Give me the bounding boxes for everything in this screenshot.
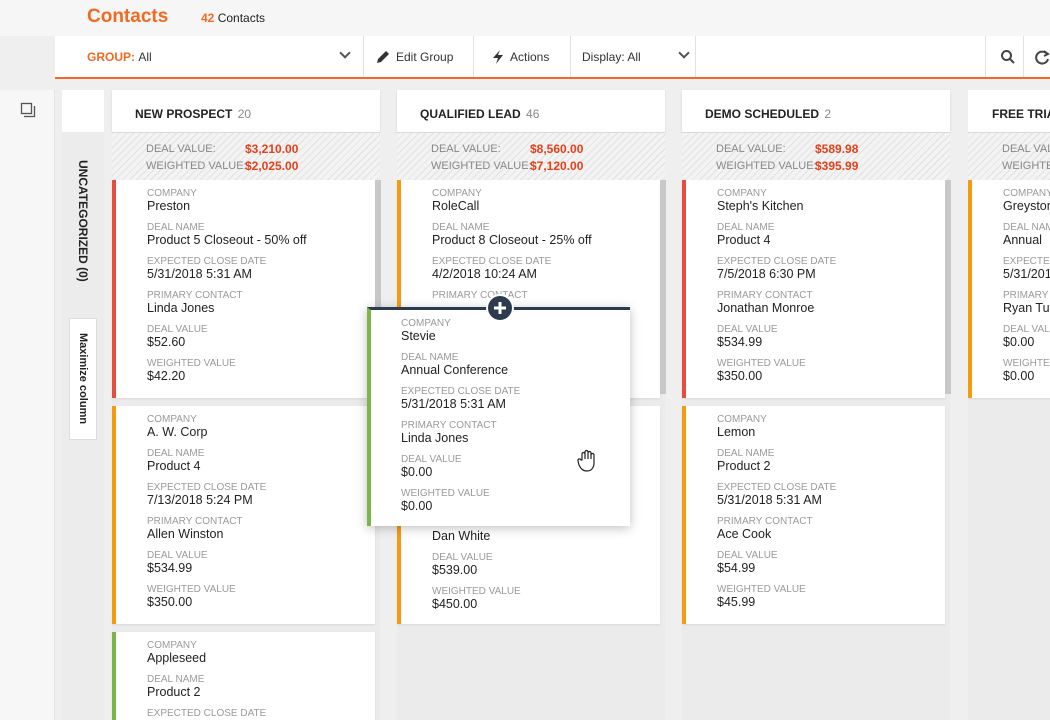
actions-button[interactable]: Actions [491, 36, 549, 77]
deal-card[interactable]: COMPANY Preston DEAL NAME Product 5 Closeo… [112, 180, 375, 398]
grab-hand-icon [577, 449, 595, 472]
dragged-deal-card[interactable]: COMPANY Stevie DEAL NAME Annual Conference… [367, 307, 630, 526]
chevron-down-icon [339, 47, 351, 59]
divider [985, 36, 986, 77]
column-header[interactable]: NEW PROSPECT 20 [112, 90, 380, 132]
contact-count: 42 Contacts [201, 11, 266, 25]
group-select[interactable]: GROUP: All [87, 36, 355, 77]
column-summary: DEAL VALUE: WEIGHTED VALUE: [968, 132, 1050, 180]
search-icon [1001, 49, 1015, 64]
edit-group-button[interactable]: Edit Group [375, 36, 453, 77]
display-select[interactable]: Display: All [582, 36, 694, 77]
deal-card[interactable]: COMPANY A. W. Corp DEAL NAME Product 4 EXP… [112, 406, 375, 624]
column-demo-scheduled: DEMO SCHEDULED 2 DEAL VALUE: $589.98 WEIG… [682, 90, 951, 720]
column-free-trial: FREE TRIAL DEAL VALUE: WEIGHTED VALUE: C… [968, 90, 1050, 720]
uncategorized-label: UNCATEGORIZED (0) [76, 160, 90, 282]
maximize-column-button[interactable]: Maximize column [69, 318, 97, 440]
plus-icon [486, 294, 514, 322]
lightning-icon [493, 49, 503, 64]
deal-card[interactable]: COMPANY Lemon DEAL NAME Product 2 EXPECTED… [682, 406, 945, 624]
uncategorized-header [62, 90, 104, 132]
pencil-icon [377, 50, 389, 63]
page-title: Contacts [87, 6, 169, 27]
scrollbar[interactable] [660, 180, 666, 394]
group-value: All [138, 49, 152, 64]
column-summary: DEAL VALUE: $589.98 WEIGHTED VALUE: $395.9… [682, 132, 950, 180]
chevron-down-icon [678, 47, 690, 59]
search-button[interactable] [1000, 36, 1016, 77]
divider [1023, 36, 1024, 77]
column-summary: DEAL VALUE: $3,210.00 WEIGHTED VALUE: $2,0… [112, 132, 380, 180]
scrollbar[interactable] [375, 180, 381, 394]
column-header[interactable]: FREE TRIAL [968, 90, 1050, 132]
column-new-prospect: NEW PROSPECT 20 DEAL VALUE: $3,210.00 WEI… [112, 90, 381, 720]
copy-icon [20, 102, 35, 118]
divider [473, 36, 474, 77]
divider [363, 36, 364, 77]
divider [695, 36, 696, 77]
toolbar: GROUP: All Edit Group Actions Display: A… [55, 36, 1050, 79]
refresh-button[interactable] [1035, 36, 1050, 77]
column-summary: DEAL VALUE: $8,560.00 WEIGHTED VALUE: $7,1… [397, 132, 665, 180]
scrollbar[interactable] [945, 180, 951, 394]
refresh-icon [1035, 49, 1050, 65]
divider [570, 36, 571, 77]
column-header[interactable]: DEMO SCHEDULED 2 [682, 90, 950, 132]
top-header: Contacts 42 Contacts [0, 0, 1050, 36]
deal-card[interactable]: COMPANY Steph's Kitchen DEAL NAME Product … [682, 180, 945, 398]
collapse-button[interactable] [0, 90, 55, 130]
column-header[interactable]: QUALIFIED LEAD 46 [397, 90, 665, 132]
deal-card[interactable]: COMPANY Appleseed DEAL NAME Product 2 EXPE… [112, 632, 375, 720]
left-rail [0, 90, 55, 720]
